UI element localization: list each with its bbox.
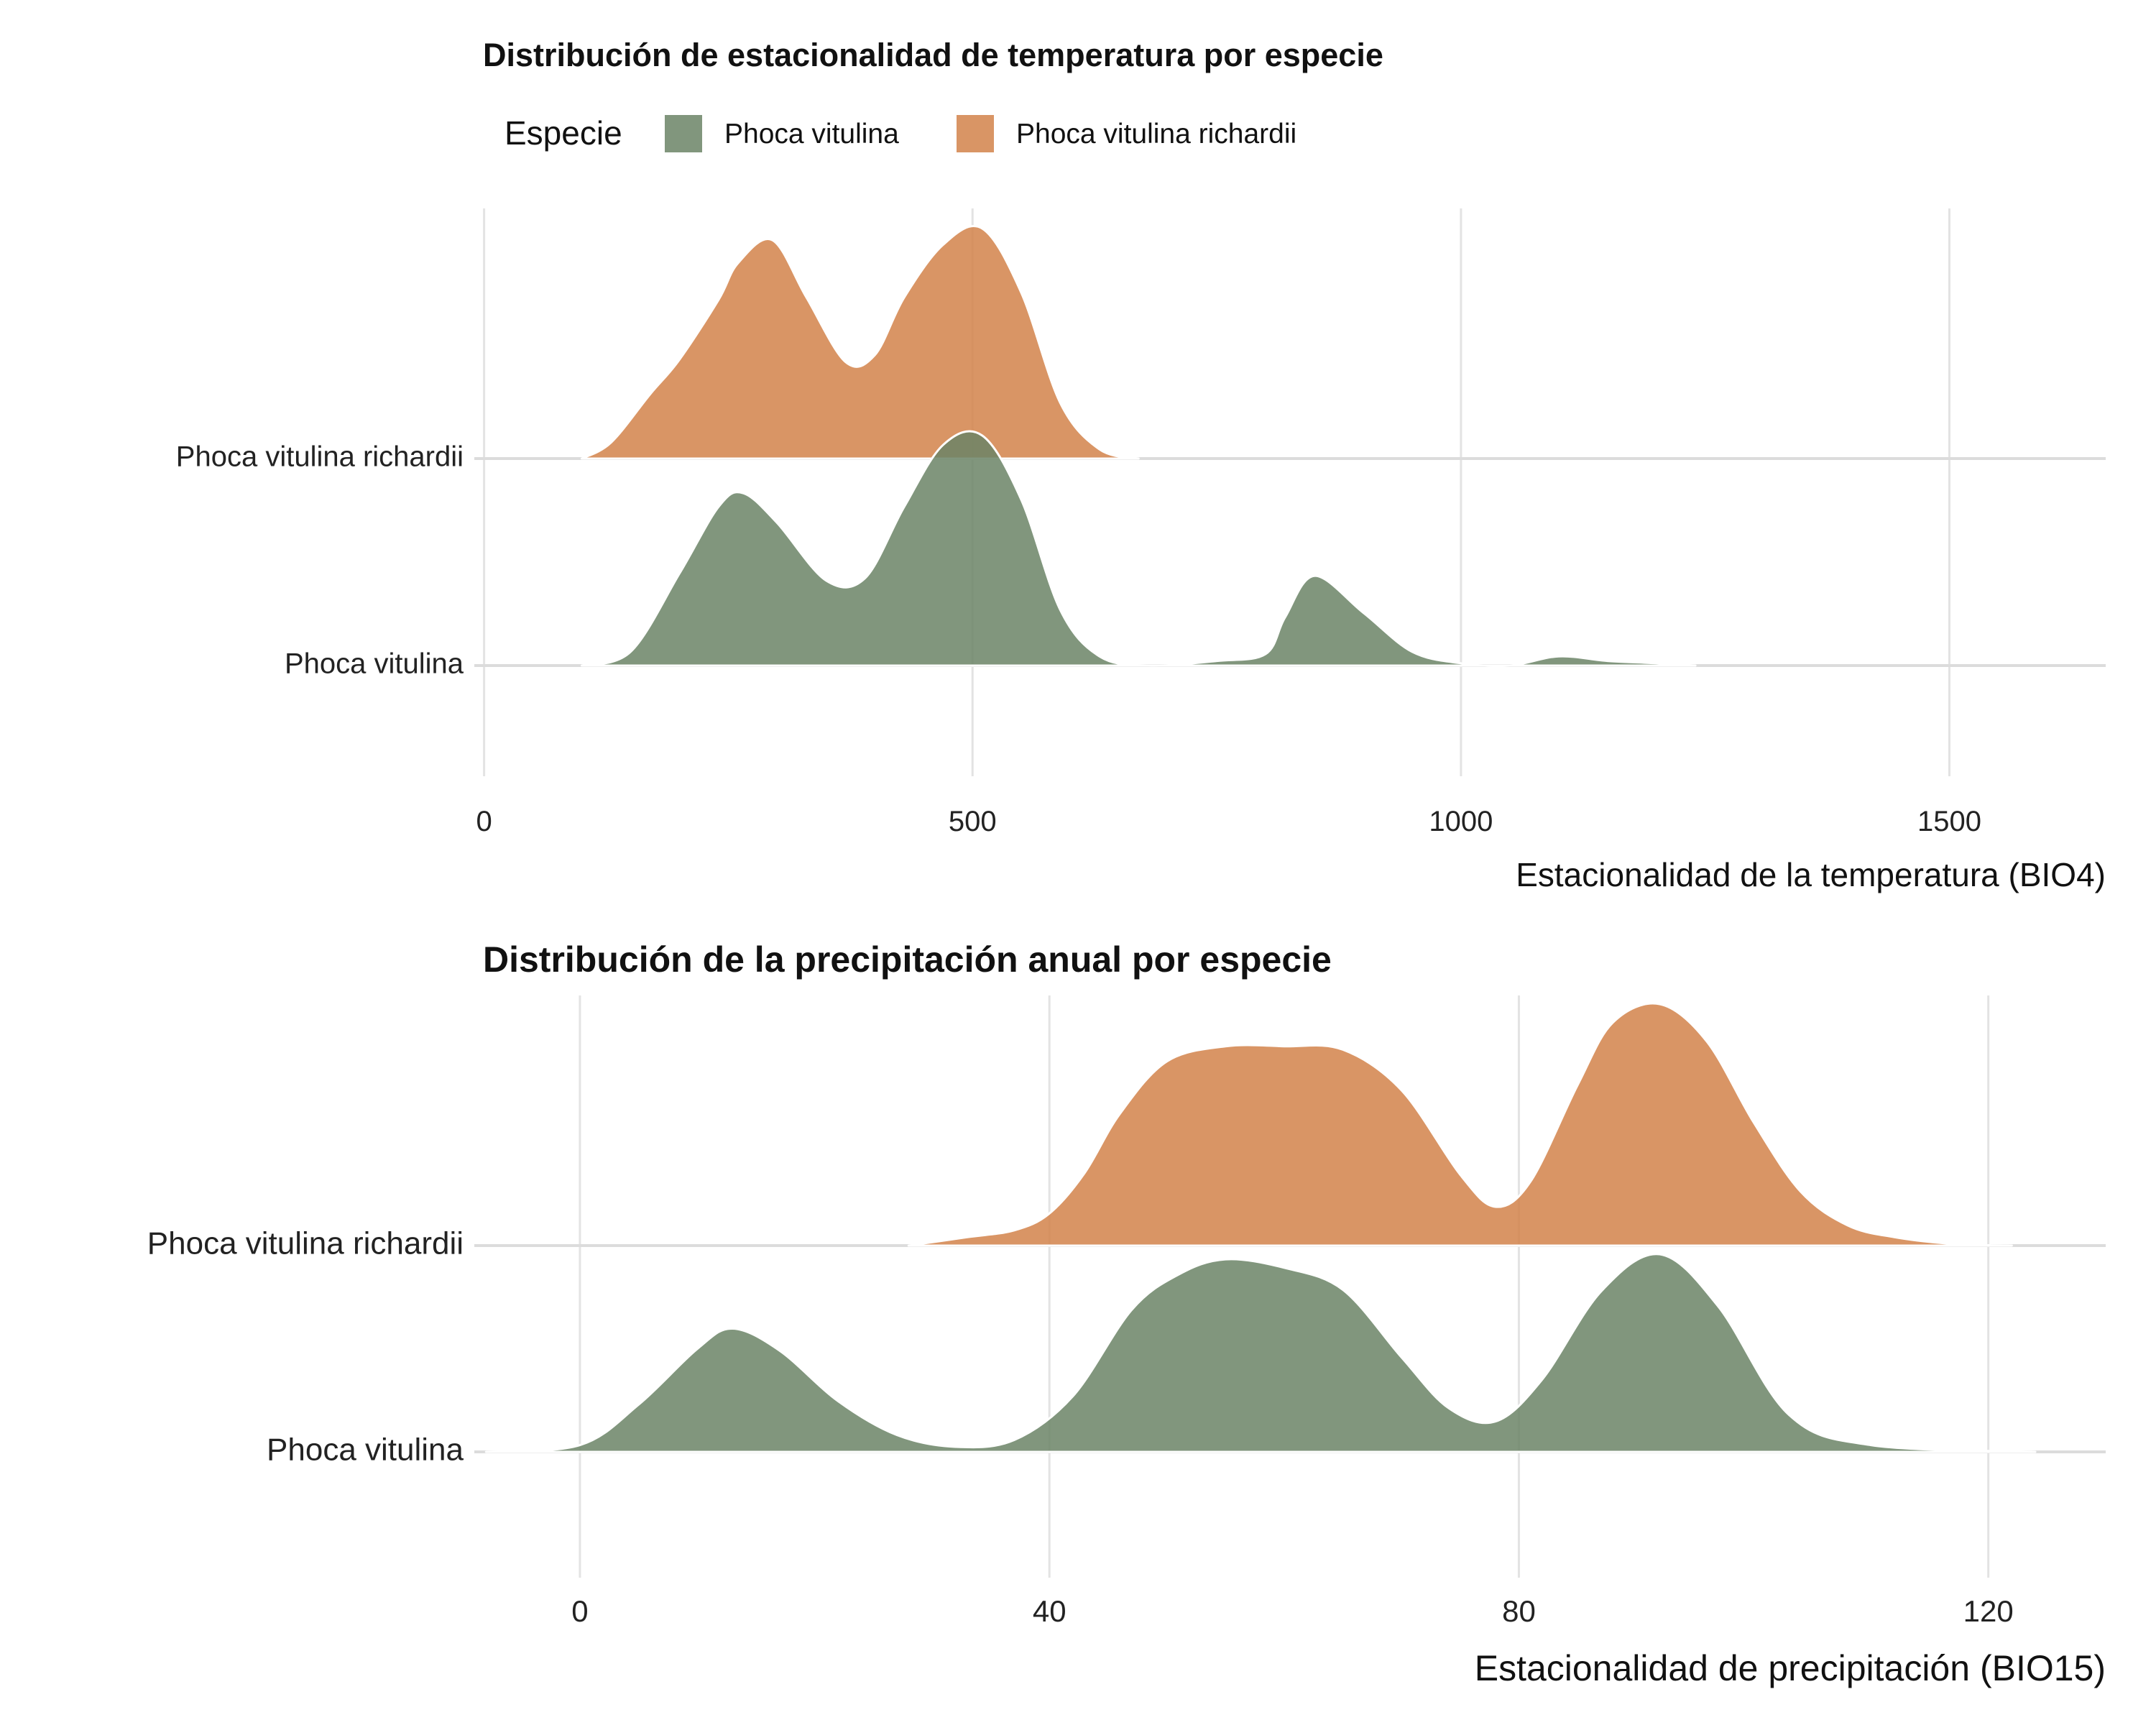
x-tick-labels: 0 500 1000 1500 xyxy=(476,806,1981,837)
x-tick-label-40: 40 xyxy=(1033,1594,1067,1628)
chart-title: Distribución de estacionalidad de temper… xyxy=(483,37,1383,73)
grid xyxy=(474,208,2106,776)
legend-swatch-phoca-vitulina xyxy=(665,115,702,152)
y-tick-label-phoca-vitulina: Phoca vitulina xyxy=(285,648,464,680)
y-tick-label-phoca-vitulina-richardii: Phoca vitulina richardii xyxy=(147,1226,464,1261)
legend-label-phoca-vitulina: Phoca vitulina xyxy=(724,119,899,150)
x-tick-label-1000: 1000 xyxy=(1429,806,1493,837)
x-tick-label-80: 80 xyxy=(1502,1594,1536,1628)
x-tick-label-500: 500 xyxy=(949,806,997,837)
legend-title: Especie xyxy=(505,114,622,152)
y-tick-labels: Phoca vitulina Phoca vitulina richardii xyxy=(176,441,464,680)
ridge-phoca-vitulina-richardii xyxy=(907,1002,2013,1247)
y-tick-labels: Phoca vitulina Phoca vitulina richardii xyxy=(147,1226,464,1468)
x-tick-labels: 0 40 80 120 xyxy=(571,1594,2013,1628)
ridge-phoca-vitulina xyxy=(484,1253,2037,1453)
panel-precipitation: Distribución de la precipitación anual p… xyxy=(147,939,2106,1688)
x-tick-label-120: 120 xyxy=(1963,1594,2014,1628)
ridges xyxy=(484,1002,2037,1453)
x-tick-label-0: 0 xyxy=(476,806,492,837)
chart-title: Distribución de la precipitación anual p… xyxy=(483,939,1332,980)
ridge-phoca-vitulina xyxy=(581,430,1697,668)
legend: Especie Phoca vitulina Phoca vitulina ri… xyxy=(505,114,1296,152)
x-axis-label: Estacionalidad de precipitación (BIO15) xyxy=(1475,1648,2106,1688)
y-tick-label-phoca-vitulina: Phoca vitulina xyxy=(267,1432,464,1468)
ridge-phoca-vitulina-richardii xyxy=(581,224,1140,460)
legend-label-phoca-vitulina-richardii: Phoca vitulina richardii xyxy=(1016,119,1296,150)
y-tick-label-phoca-vitulina-richardii: Phoca vitulina richardii xyxy=(176,441,464,473)
ridges xyxy=(581,224,1697,668)
x-axis-label: Estacionalidad de la temperatura (BIO4) xyxy=(1516,856,2106,893)
panel-temperature: Distribución de estacionalidad de temper… xyxy=(176,37,2106,893)
legend-swatch-phoca-vitulina-richardii xyxy=(957,115,994,152)
x-tick-label-1500: 1500 xyxy=(1917,806,1981,837)
x-tick-label-0: 0 xyxy=(571,1594,588,1628)
